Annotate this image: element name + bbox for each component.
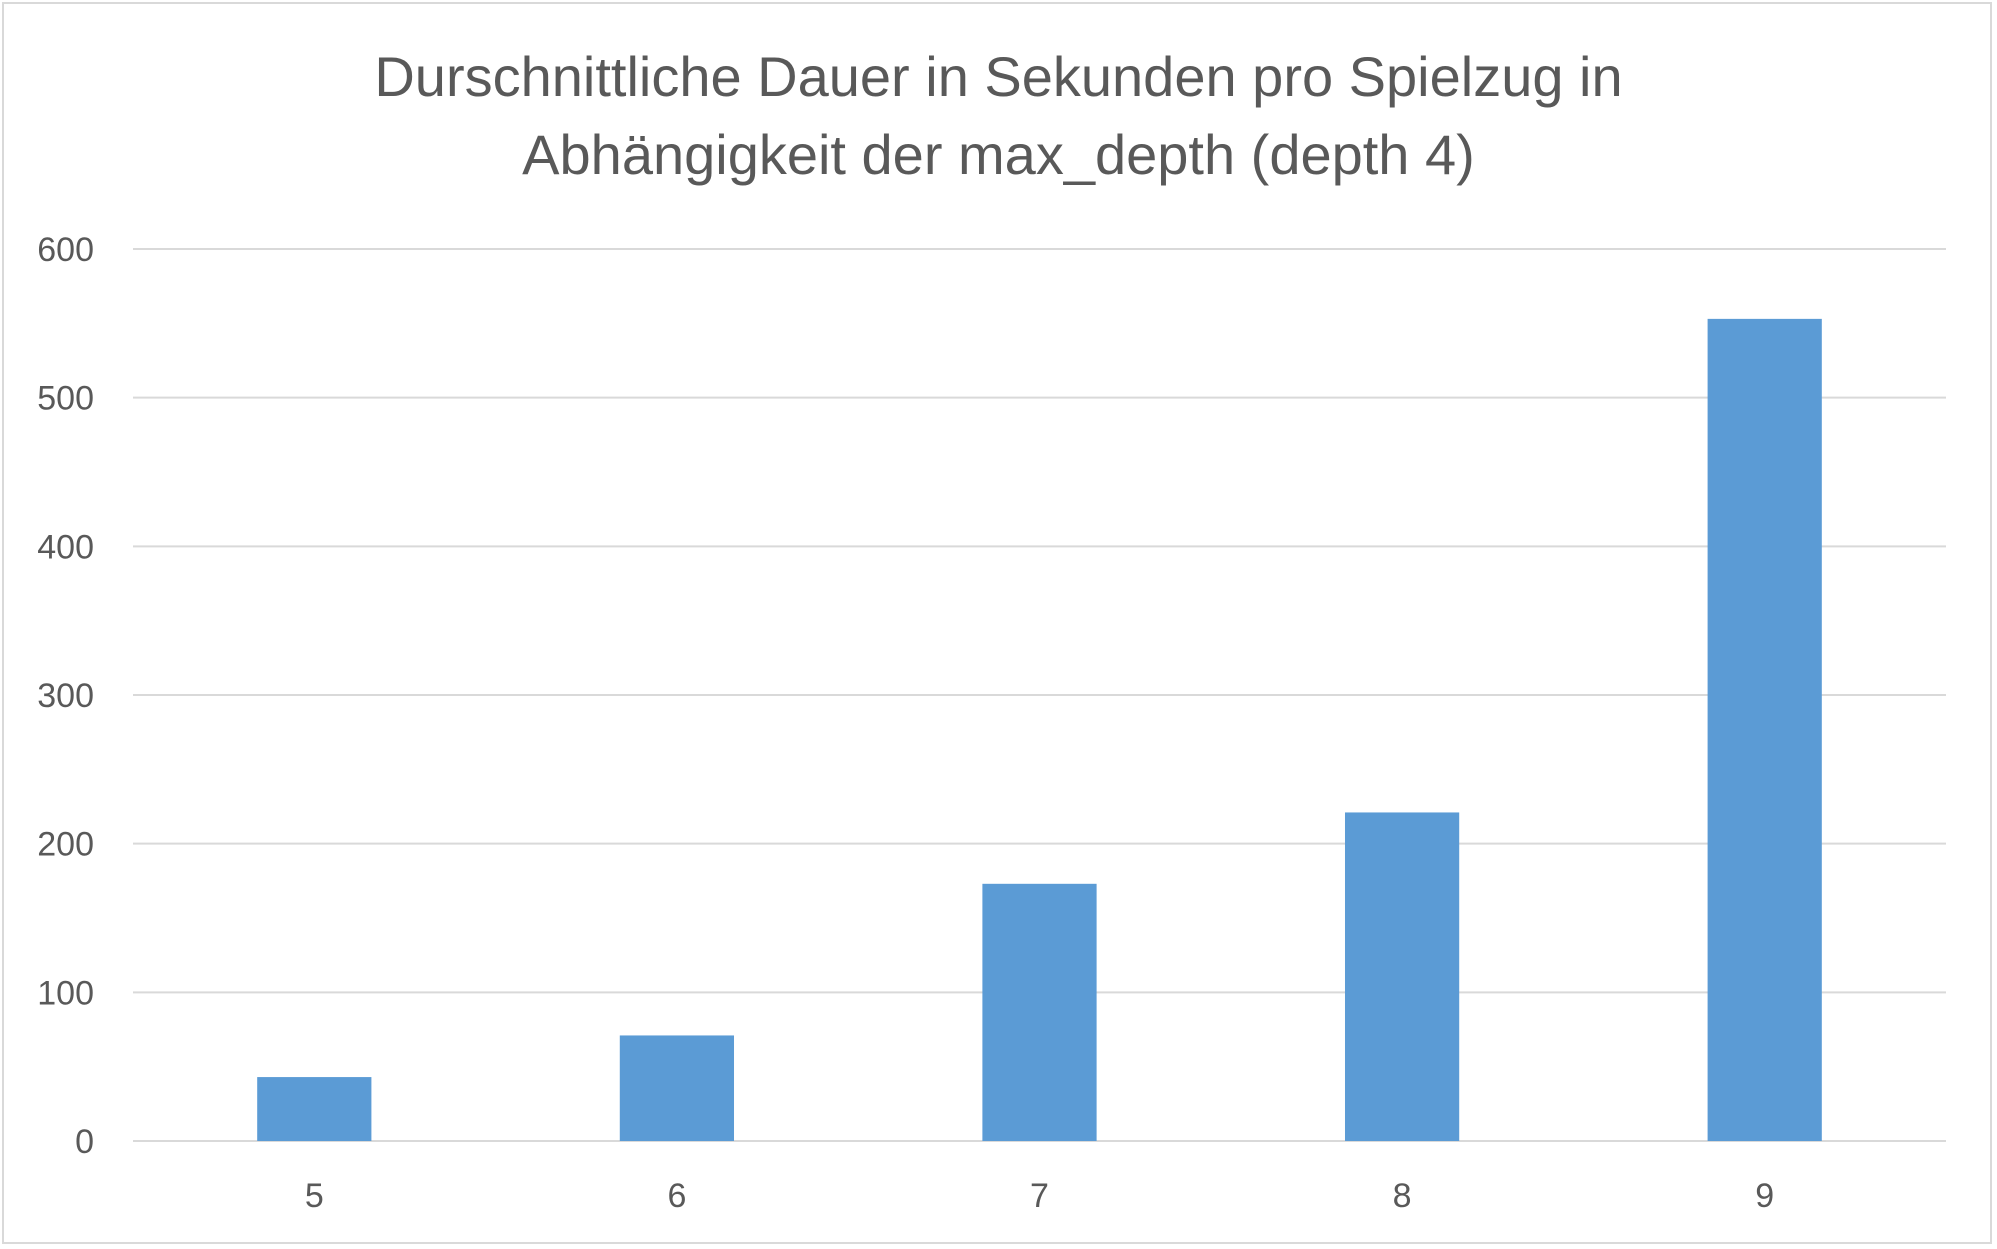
bar-5 xyxy=(257,1077,372,1141)
bar-7 xyxy=(982,883,1097,1141)
x-tick-label: 7 xyxy=(1030,1177,1049,1215)
y-tick-label: 600 xyxy=(37,231,94,269)
y-axis-tick-labels: 0 100 200 300 400 500 600 xyxy=(37,231,94,1161)
bar-8 xyxy=(1344,812,1460,1141)
y-tick-label: 0 xyxy=(75,1123,94,1161)
bars xyxy=(257,318,1822,1142)
x-axis-tick-labels: 5 6 7 8 9 xyxy=(305,1177,1774,1215)
x-tick-label: 8 xyxy=(1393,1177,1412,1215)
bar-6 xyxy=(619,1035,735,1141)
y-tick-label: 300 xyxy=(37,677,94,715)
y-tick-label: 500 xyxy=(37,380,94,418)
x-tick-label: 6 xyxy=(667,1177,686,1215)
x-tick-label: 9 xyxy=(1755,1177,1774,1215)
y-tick-label: 200 xyxy=(37,826,94,864)
bar-9 xyxy=(1707,318,1822,1142)
chart-title: Durschnittliche Dauer in Sekunden pro Sp… xyxy=(374,45,1623,186)
y-tick-label: 100 xyxy=(37,974,94,1012)
y-tick-label: 400 xyxy=(37,528,94,566)
x-tick-label: 5 xyxy=(305,1177,324,1215)
